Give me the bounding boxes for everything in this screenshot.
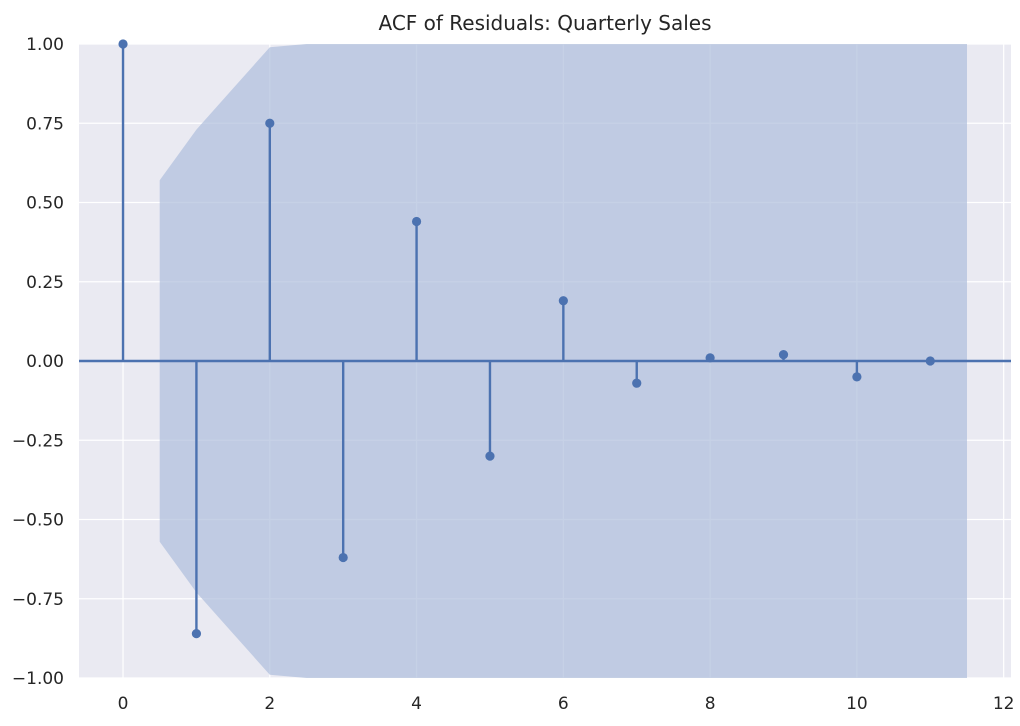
marker-lag-8 xyxy=(705,353,715,363)
marker-lag-5 xyxy=(485,451,495,461)
y-tick-label-3: 0.25 xyxy=(26,273,64,293)
y-tick-label-0: 1.00 xyxy=(26,35,64,55)
x-tick-label-0: 0 xyxy=(118,694,129,714)
stems xyxy=(118,39,935,639)
y-tick-label-6: −0.50 xyxy=(12,511,64,531)
marker-lag-11 xyxy=(925,356,935,366)
marker-lag-9 xyxy=(778,350,789,360)
x-tick-label-3: 6 xyxy=(558,694,569,714)
marker-lag-0 xyxy=(118,39,128,49)
y-tick-label-8: −1.00 xyxy=(12,669,64,689)
y-tick-labels: 1.00 0.75 0.50 0.25 0.00 −0.25 −0.50 −0.75 −1.00 xyxy=(12,35,64,689)
chart-title: ACF of Residuals: Quarterly Sales xyxy=(378,11,711,35)
marker-lag-6 xyxy=(558,296,568,306)
y-tick-label-5: −0.25 xyxy=(12,431,64,451)
marker-lag-3 xyxy=(338,552,348,563)
x-tick-label-1: 2 xyxy=(264,694,275,714)
y-tick-label-1: 0.75 xyxy=(26,114,64,134)
x-tick-label-4: 8 xyxy=(705,694,716,714)
x-tick-label-6: 12 xyxy=(993,694,1015,714)
y-tick-label-4: 0.00 xyxy=(26,352,64,372)
x-tick-label-2: 4 xyxy=(411,694,422,714)
marker-lag-10 xyxy=(852,372,862,382)
marker-lag-2 xyxy=(265,118,275,128)
marker-lag-7 xyxy=(632,378,642,388)
y-tick-label-2: 0.50 xyxy=(26,194,64,214)
marker-lag-1 xyxy=(191,629,202,639)
x-tick-labels: 0 2 4 6 8 10 12 xyxy=(118,694,1015,714)
x-tick-label-5: 10 xyxy=(846,694,868,714)
y-tick-label-7: −0.75 xyxy=(12,590,64,610)
marker-lag-4 xyxy=(411,216,422,227)
